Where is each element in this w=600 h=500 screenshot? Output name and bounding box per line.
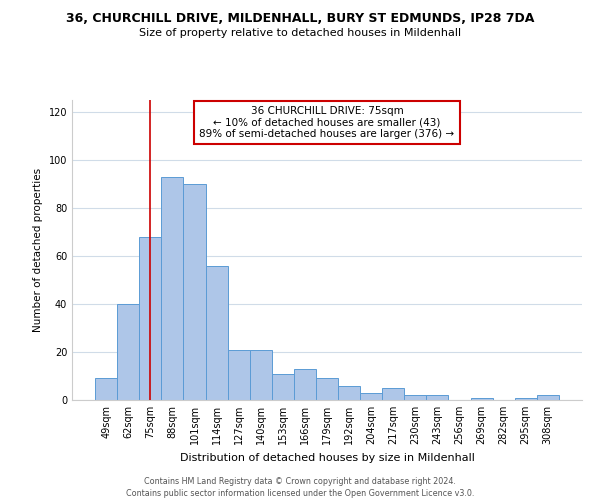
- Bar: [338, 386, 360, 400]
- Bar: [382, 388, 404, 400]
- Bar: [537, 395, 559, 400]
- Bar: [404, 395, 427, 400]
- Text: Contains HM Land Registry data © Crown copyright and database right 2024.
Contai: Contains HM Land Registry data © Crown c…: [126, 476, 474, 498]
- Bar: [250, 350, 272, 400]
- Bar: [427, 395, 448, 400]
- Bar: [470, 398, 493, 400]
- Bar: [360, 393, 382, 400]
- Bar: [294, 369, 316, 400]
- Bar: [161, 177, 184, 400]
- Bar: [117, 304, 139, 400]
- Bar: [227, 350, 250, 400]
- Bar: [139, 237, 161, 400]
- Text: 36, CHURCHILL DRIVE, MILDENHALL, BURY ST EDMUNDS, IP28 7DA: 36, CHURCHILL DRIVE, MILDENHALL, BURY ST…: [66, 12, 534, 26]
- X-axis label: Distribution of detached houses by size in Mildenhall: Distribution of detached houses by size …: [179, 452, 475, 462]
- Text: 36 CHURCHILL DRIVE: 75sqm
← 10% of detached houses are smaller (43)
89% of semi-: 36 CHURCHILL DRIVE: 75sqm ← 10% of detac…: [199, 106, 455, 139]
- Text: Size of property relative to detached houses in Mildenhall: Size of property relative to detached ho…: [139, 28, 461, 38]
- Bar: [95, 378, 117, 400]
- Bar: [184, 184, 206, 400]
- Bar: [206, 266, 227, 400]
- Y-axis label: Number of detached properties: Number of detached properties: [33, 168, 43, 332]
- Bar: [272, 374, 294, 400]
- Bar: [515, 398, 537, 400]
- Bar: [316, 378, 338, 400]
